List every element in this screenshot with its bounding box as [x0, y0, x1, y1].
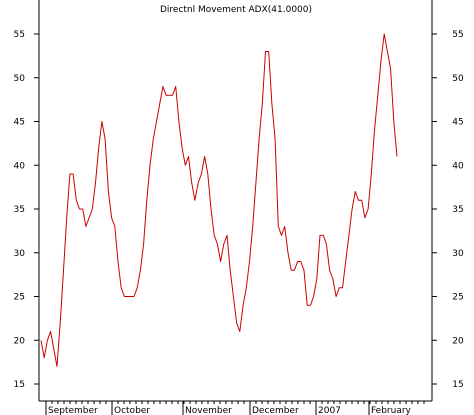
y-tick-label-right: 45 — [452, 118, 463, 128]
y-tick-label-right: 25 — [452, 293, 463, 303]
x-axis-ticks: September October November December 2007 Febr… — [45, 401, 425, 415]
y-tick-label-right: 15 — [452, 380, 463, 390]
chart-title: Directnl Movement ADX(41.0000) — [160, 5, 312, 15]
x-tick-label: October — [114, 406, 150, 415]
y-tick-label-right: 55 — [452, 30, 463, 40]
y-tick-label-left: 25 — [14, 293, 25, 303]
y-tick-label-left: 20 — [14, 336, 26, 346]
x-tick-label: 2007 — [318, 406, 341, 415]
y-tick-label-left: 45 — [14, 118, 25, 128]
y-axis-ticks: 15 15 20 20 25 25 30 30 35 35 40 40 45 45 50 50 55 55 — [14, 30, 464, 390]
y-tick-label-right: 50 — [452, 74, 464, 84]
y-tick-label-right: 40 — [452, 161, 464, 171]
x-tick-label: November — [185, 406, 232, 415]
y-tick-label-right: 35 — [452, 205, 463, 215]
y-tick-label-left: 15 — [14, 380, 25, 390]
x-tick-label: February — [371, 406, 412, 415]
series-line — [40, 33, 398, 367]
y-tick-label-left: 35 — [14, 205, 25, 215]
x-tick-label: December — [252, 406, 299, 415]
y-tick-label-right: 30 — [452, 249, 464, 259]
y-tick-label-left: 55 — [14, 30, 25, 40]
y-tick-label-right: 20 — [452, 336, 464, 346]
y-tick-label-left: 30 — [14, 249, 26, 259]
x-tick-label: September — [48, 406, 98, 415]
y-tick-label-left: 50 — [14, 74, 26, 84]
y-tick-label-left: 40 — [14, 161, 26, 171]
